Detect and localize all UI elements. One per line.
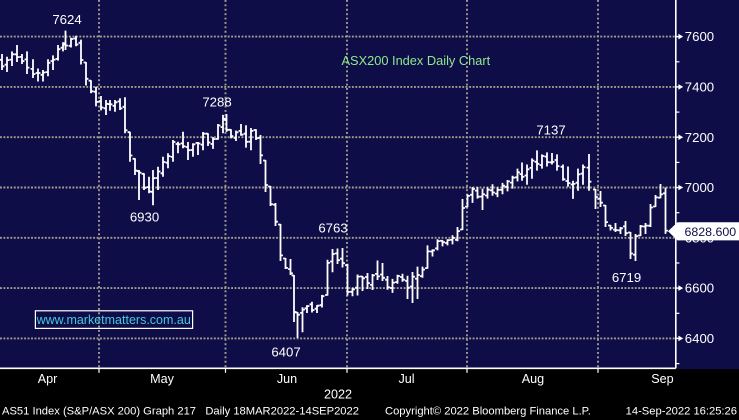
svg-text:7400: 7400 (685, 80, 714, 95)
svg-text:14-Sep-2022 16:25:26: 14-Sep-2022 16:25:26 (626, 406, 737, 418)
svg-text:Aug: Aug (522, 372, 544, 386)
svg-text:AS51 Index (S&P/ASX 200) Graph: AS51 Index (S&P/ASX 200) Graph 217 Daily… (2, 406, 359, 418)
svg-text:Apr: Apr (38, 372, 58, 386)
svg-text:6930: 6930 (130, 210, 159, 225)
svg-text:7624: 7624 (52, 12, 81, 27)
svg-text:6600: 6600 (685, 281, 714, 296)
svg-text:6719: 6719 (612, 270, 641, 285)
svg-text:7600: 7600 (685, 29, 714, 44)
svg-text:7288: 7288 (202, 94, 231, 109)
svg-text:6828.600: 6828.600 (685, 225, 737, 239)
svg-text:7137: 7137 (536, 122, 565, 137)
svg-text:6407: 6407 (271, 345, 300, 360)
svg-text:6400: 6400 (685, 331, 714, 346)
svg-text:May: May (150, 372, 174, 386)
svg-text:6763: 6763 (318, 221, 347, 236)
svg-text:ASX200 Index Daily Chart: ASX200 Index Daily Chart (342, 53, 491, 68)
svg-text:Sep: Sep (651, 372, 673, 386)
svg-text:7200: 7200 (685, 130, 714, 145)
svg-text:2022: 2022 (324, 388, 352, 402)
svg-text:www.marketmatters.com.au: www.marketmatters.com.au (36, 313, 191, 327)
svg-text:7000: 7000 (685, 180, 714, 195)
svg-text:Jun: Jun (277, 372, 297, 386)
svg-text:Copyright© 2022 Bloomberg Fina: Copyright© 2022 Bloomberg Finance L.P. (385, 406, 591, 418)
svg-text:Jul: Jul (398, 372, 414, 386)
